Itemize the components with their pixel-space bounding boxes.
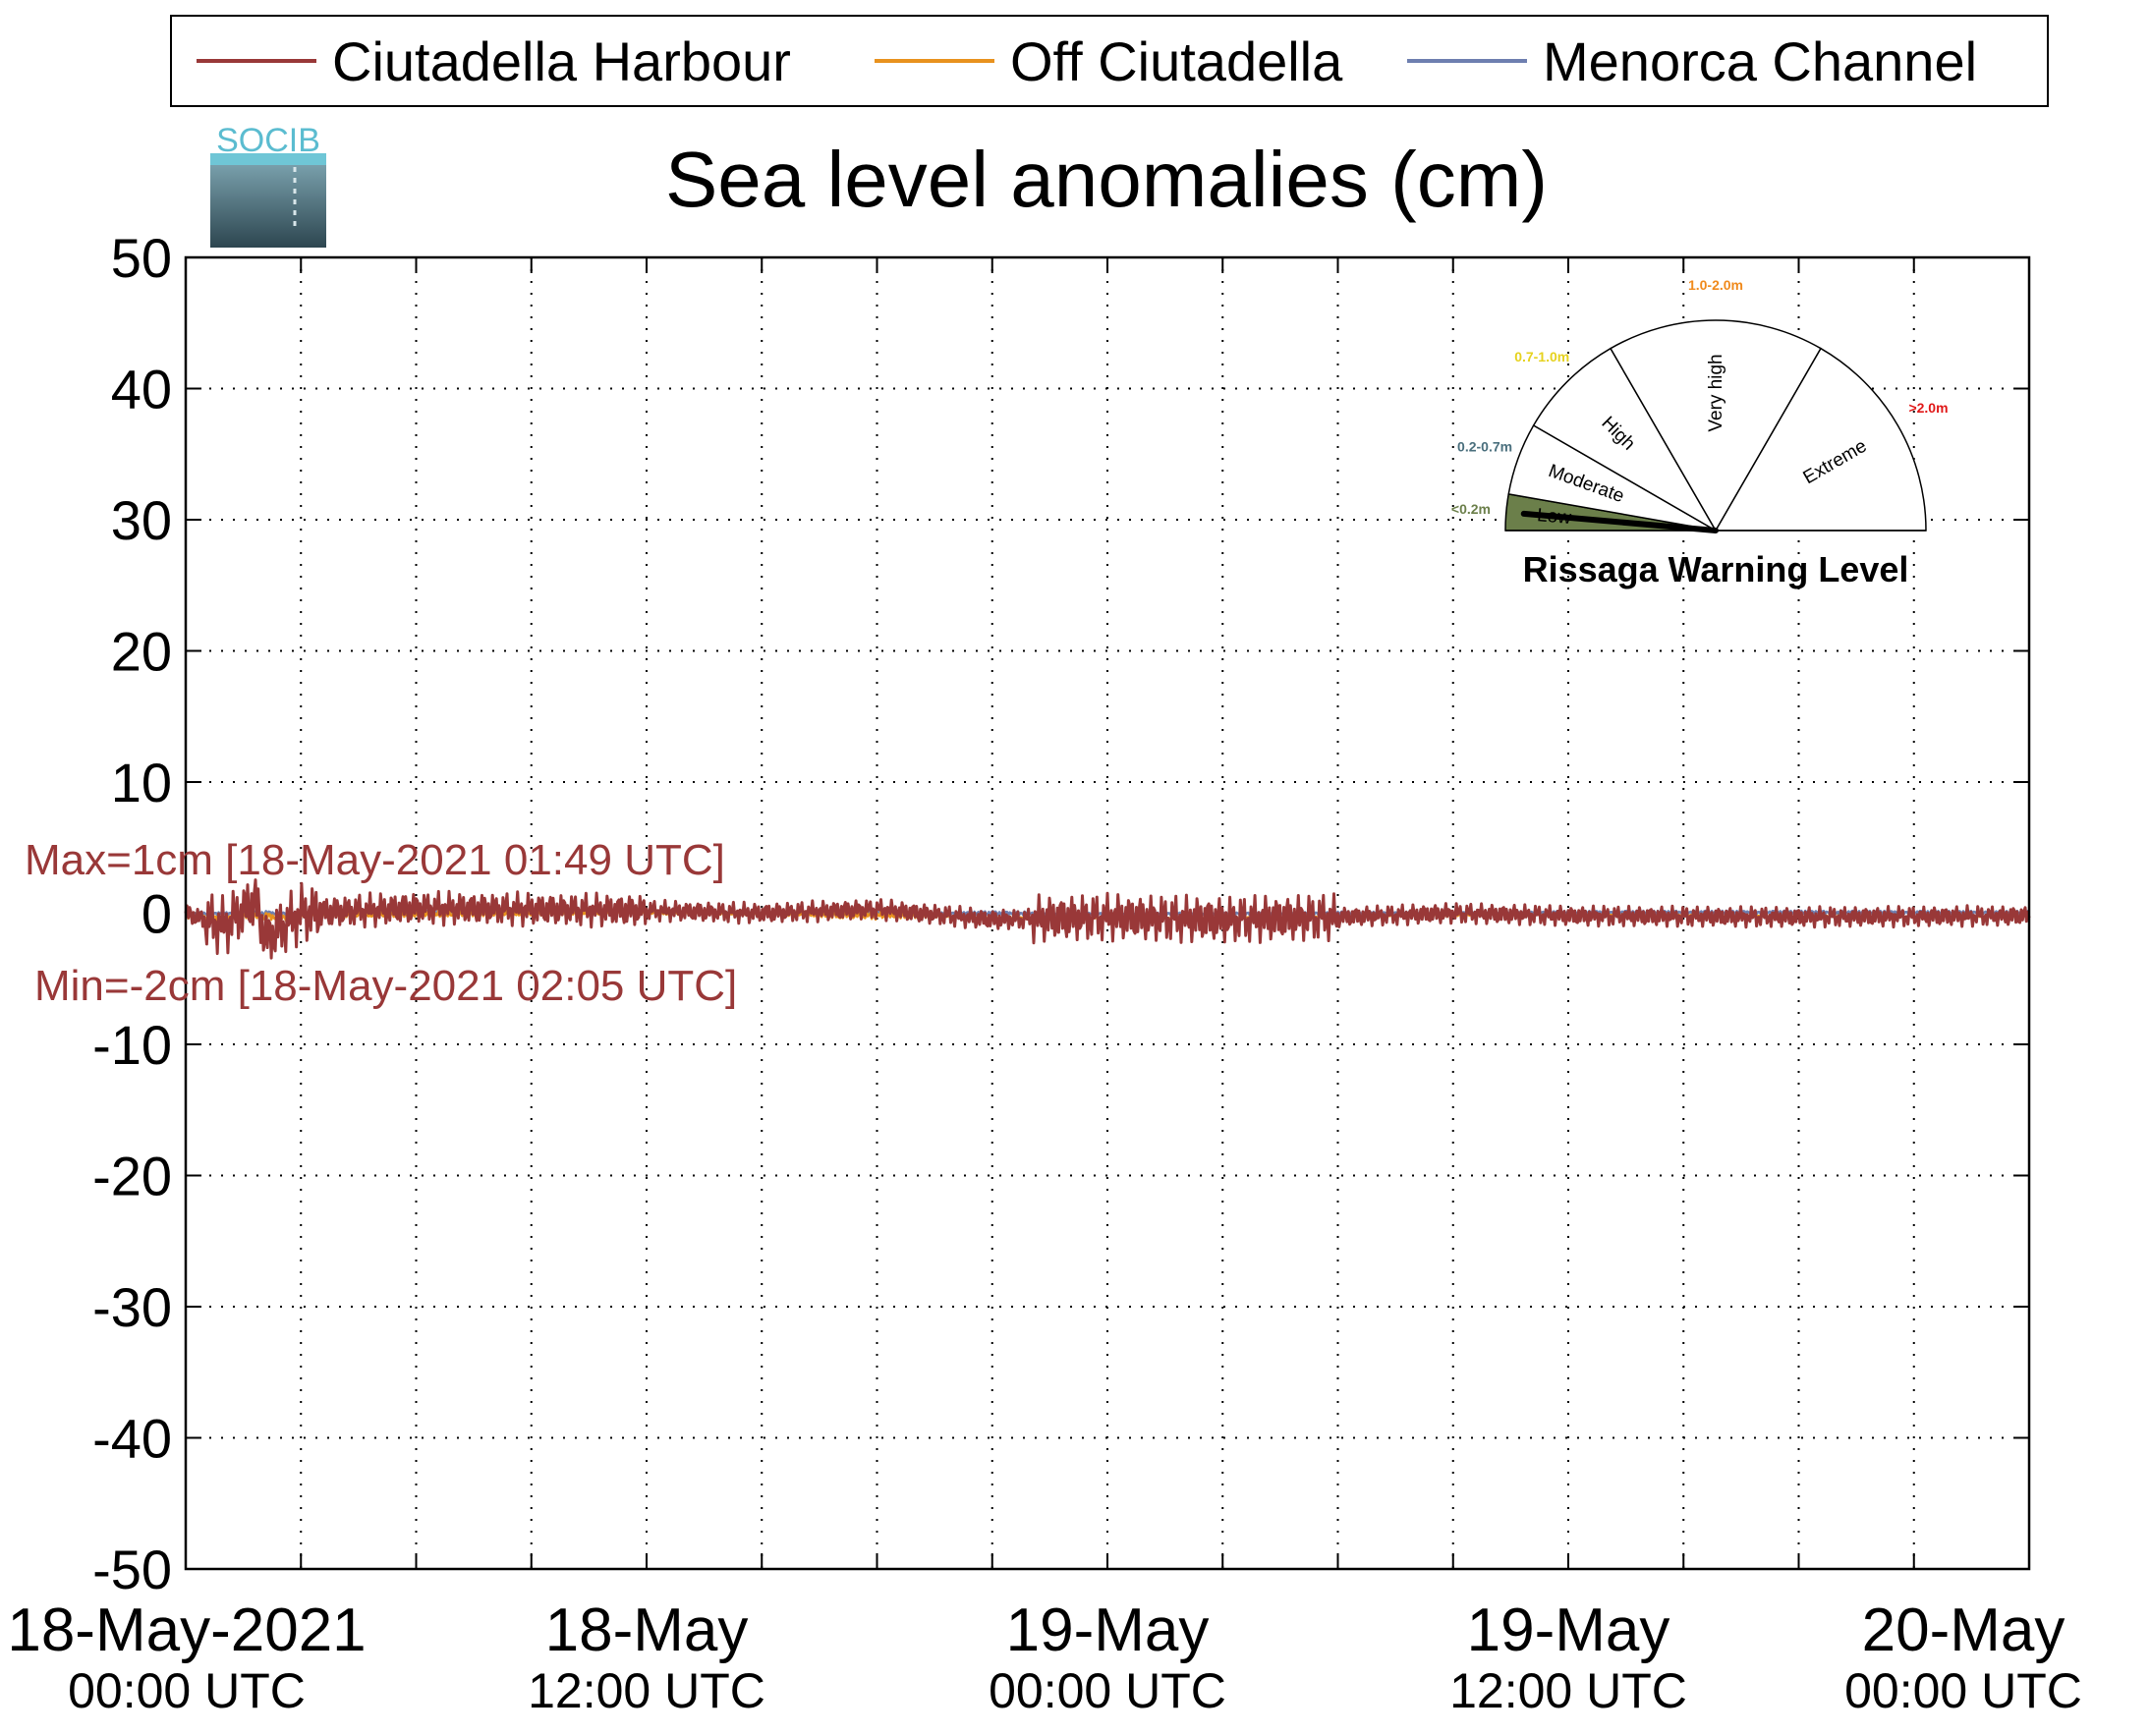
x-tick-label-time: 12:00 UTC bbox=[1449, 1663, 1687, 1718]
gauge-sector-label: Very high bbox=[1706, 354, 1726, 431]
x-tick-label-time: 12:00 UTC bbox=[528, 1663, 765, 1718]
gauge-title: Rissaga Warning Level bbox=[1523, 549, 1909, 589]
legend-box bbox=[170, 15, 2049, 107]
gauge-range-label: 0.2-0.7m bbox=[1457, 438, 1512, 454]
series-line-ciutadella-harbour bbox=[184, 878, 2031, 960]
y-tick-label: -20 bbox=[92, 1146, 172, 1207]
x-tick-label-date: 18-May-2021 bbox=[7, 1596, 366, 1664]
y-tick-label: -50 bbox=[92, 1539, 172, 1600]
gauge-range-label: 1.0-2.0m bbox=[1688, 277, 1743, 293]
gauge-sector-high bbox=[1532, 347, 1719, 533]
socib-logo-text: SOCIB bbox=[216, 122, 320, 159]
x-tick-label-date: 18-May bbox=[545, 1596, 749, 1664]
y-tick-label: 0 bbox=[141, 883, 172, 945]
gauge-sector-very-high bbox=[1609, 319, 1823, 532]
y-tick-label: 30 bbox=[111, 489, 172, 551]
y-tick-label: 10 bbox=[111, 752, 172, 813]
gauge-range-label: 0.7-1.0m bbox=[1514, 349, 1569, 364]
rissaga-warning-gauge: Low<0.2mModerate0.2-0.7mHigh0.7-1.0mVery… bbox=[1451, 277, 1949, 589]
y-tick-label: -10 bbox=[92, 1014, 172, 1076]
y-tick-label: 50 bbox=[111, 227, 172, 289]
x-tick-label-date: 19-May bbox=[1006, 1596, 1210, 1664]
socib-logo: SOCIB bbox=[210, 122, 326, 248]
y-tick-label: -30 bbox=[92, 1276, 172, 1338]
gauge-range-label: <0.2m bbox=[1451, 501, 1491, 517]
x-tick-label-time: 00:00 UTC bbox=[68, 1663, 306, 1718]
chart-title: Sea level anomalies (cm) bbox=[665, 136, 1548, 223]
x-tick-label-time: 00:00 UTC bbox=[1844, 1663, 2082, 1718]
y-tick-label: 40 bbox=[111, 359, 172, 420]
legend: Ciutadella Harbour Off Ciutadella Menorc… bbox=[170, 15, 2049, 107]
gauge-range-label: >2.0m bbox=[1908, 400, 1948, 416]
gauge-sector-extreme bbox=[1714, 347, 1927, 532]
legend-label-menorca-channel: Menorca Channel bbox=[1543, 30, 1977, 92]
legend-label-ciutadella-harbour: Ciutadella Harbour bbox=[332, 30, 791, 92]
y-tick-label: 20 bbox=[111, 621, 172, 683]
y-axis-tick-labels: 50 40 30 20 10 0 -10 -20 -30 -40 -50 bbox=[92, 227, 172, 1600]
x-tick-label-date: 19-May bbox=[1467, 1596, 1670, 1664]
x-tick-label-date: 20-May bbox=[1862, 1596, 2065, 1664]
y-tick-label: -40 bbox=[92, 1408, 172, 1470]
x-tick-label-time: 00:00 UTC bbox=[989, 1663, 1226, 1718]
min-annotation: Min=-2cm [18-May-2021 02:05 UTC] bbox=[34, 962, 737, 1010]
max-annotation: Max=1cm [18-May-2021 01:49 UTC] bbox=[25, 836, 725, 884]
data-series bbox=[184, 878, 2031, 960]
plot-frame bbox=[184, 255, 2031, 1571]
gauge-needle bbox=[1520, 510, 1719, 533]
legend-label-off-ciutadella: Off Ciutadella bbox=[1010, 30, 1343, 92]
